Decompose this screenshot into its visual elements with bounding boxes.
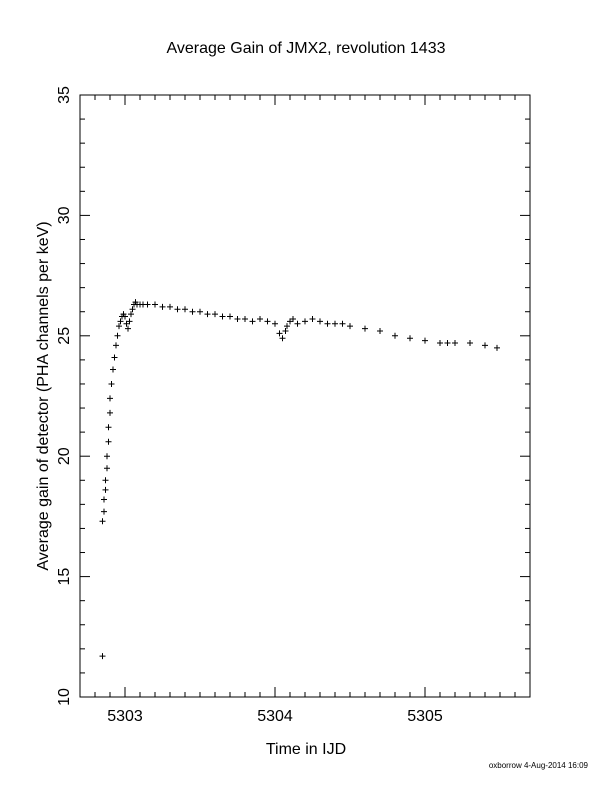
data-point (279, 335, 286, 342)
data-point (339, 320, 346, 327)
x-tick-label: 5303 (107, 708, 143, 725)
y-tick-label: 15 (56, 568, 73, 586)
y-tick-label: 20 (56, 447, 73, 465)
data-point (290, 315, 296, 322)
data-point (111, 354, 118, 361)
data-point (347, 323, 353, 330)
data-point (197, 308, 203, 315)
data-point (125, 325, 131, 332)
y-tick-label: 25 (56, 327, 73, 345)
data-point (99, 518, 106, 525)
data-point (282, 327, 289, 334)
data-point (174, 306, 181, 313)
data-point (105, 438, 112, 445)
data-point (110, 366, 116, 373)
data-point (129, 306, 136, 313)
data-point (272, 320, 278, 327)
data-point (144, 301, 151, 308)
data-point (102, 477, 109, 484)
data-point (467, 340, 473, 347)
data-point (108, 380, 115, 387)
y-axis-label: Average gain of detector (PHA channels p… (35, 221, 52, 570)
axes: 10 15 20 25 30 35 5303 5304 5305 (56, 86, 531, 725)
data-point (122, 313, 128, 320)
data-point (102, 486, 109, 493)
data-point (159, 303, 166, 310)
data-point (407, 335, 413, 342)
x-axis-label: Time in IJD (266, 741, 346, 758)
data-point (264, 318, 271, 325)
data-point (105, 424, 112, 431)
data-point (204, 311, 211, 318)
data-point (392, 332, 398, 339)
data-point (302, 318, 308, 325)
data-point (219, 313, 226, 320)
data-point (452, 340, 458, 347)
data-point (128, 311, 134, 318)
data-point (242, 315, 248, 322)
data-point (107, 409, 113, 416)
data-point (309, 315, 316, 322)
data-point (152, 301, 158, 308)
data-point (257, 315, 263, 322)
data-point (362, 325, 368, 332)
data-point (126, 318, 133, 325)
data-point (332, 320, 338, 327)
y-tick-label: 35 (56, 86, 73, 104)
data-point (234, 315, 241, 322)
data-point (324, 320, 331, 327)
data-point (437, 340, 443, 347)
data-point (114, 332, 121, 339)
footer-stamp: oxborrow 4-Aug-2014 16:09 (489, 761, 589, 770)
data-point (494, 344, 500, 351)
data-point (377, 327, 383, 334)
data-point (284, 323, 290, 330)
plot-frame (79, 94, 531, 698)
data-point (104, 453, 110, 460)
data-point (116, 323, 122, 330)
data-point (422, 337, 428, 344)
x-tick-label: 5304 (257, 708, 293, 725)
data-point (276, 330, 283, 337)
data-point (227, 313, 233, 320)
x-tick-label: 5305 (407, 708, 443, 725)
data-points (99, 299, 500, 660)
data-point (101, 496, 107, 503)
data-point (104, 465, 110, 472)
data-point (107, 395, 113, 402)
data-point (167, 303, 173, 310)
data-point (189, 308, 196, 315)
data-point (317, 318, 323, 325)
chart-title: Average Gain of JMX2, revolution 1433 (167, 40, 446, 57)
data-point (294, 320, 301, 327)
y-tick-label: 30 (56, 206, 73, 224)
data-point (101, 508, 107, 515)
data-point (99, 653, 106, 660)
data-point (444, 340, 451, 347)
data-point (212, 311, 218, 318)
data-point (249, 318, 256, 325)
data-point (482, 342, 488, 349)
data-point (117, 318, 124, 325)
data-point (113, 342, 119, 349)
data-point (182, 306, 188, 313)
y-tick-label: 10 (56, 688, 73, 706)
